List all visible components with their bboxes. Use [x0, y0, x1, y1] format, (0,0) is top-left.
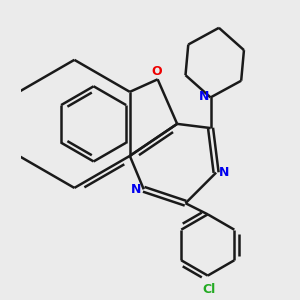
- Text: Cl: Cl: [202, 283, 216, 296]
- Text: N: N: [130, 183, 141, 196]
- Text: N: N: [219, 166, 229, 179]
- Text: N: N: [199, 90, 209, 103]
- Text: O: O: [151, 65, 162, 78]
